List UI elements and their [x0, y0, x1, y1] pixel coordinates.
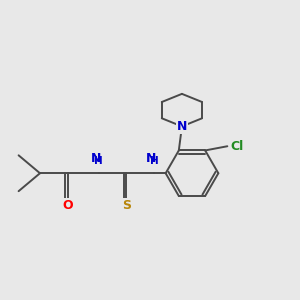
Text: S: S: [122, 199, 131, 212]
Text: N: N: [177, 120, 187, 133]
Text: N: N: [146, 152, 157, 166]
Text: N: N: [91, 152, 101, 166]
Text: Cl: Cl: [230, 140, 244, 153]
Text: H: H: [94, 157, 103, 166]
Text: H: H: [150, 157, 159, 166]
Text: O: O: [63, 199, 73, 212]
